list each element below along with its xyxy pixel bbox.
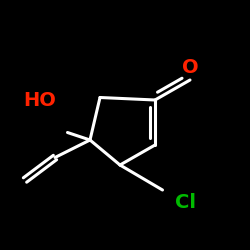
Text: HO: HO bbox=[24, 90, 56, 110]
Text: O: O bbox=[182, 58, 198, 77]
Text: Cl: Cl bbox=[174, 193, 196, 212]
